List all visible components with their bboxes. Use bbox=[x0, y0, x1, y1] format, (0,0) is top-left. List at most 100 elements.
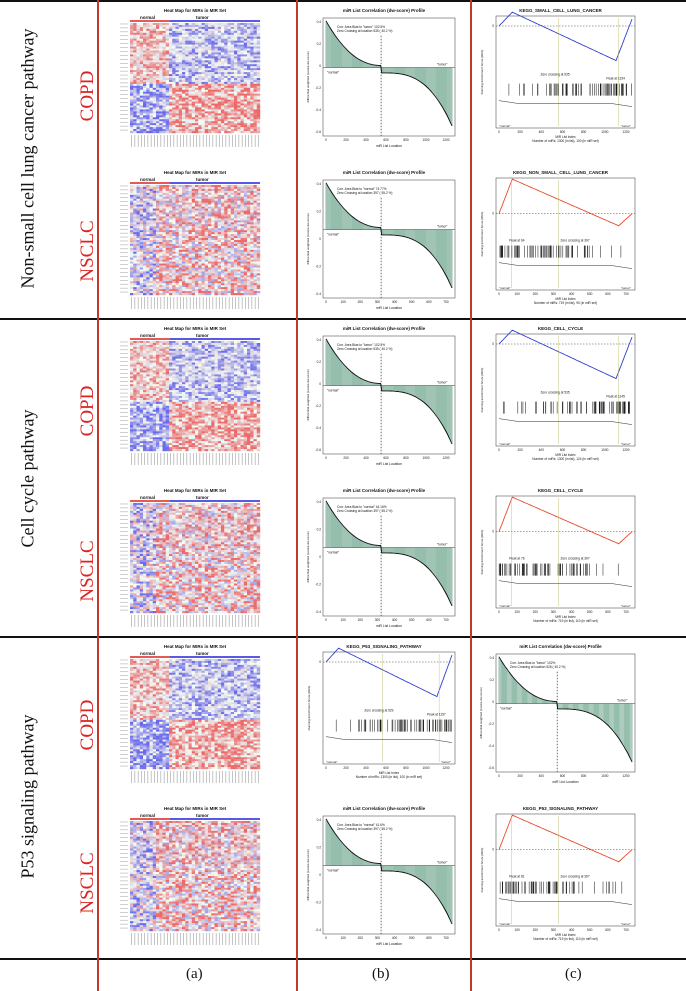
heatmap-cell bbox=[218, 31, 221, 33]
heatmap-cell bbox=[202, 125, 205, 127]
heatmap-cell bbox=[163, 70, 166, 72]
heatmap-cell bbox=[133, 98, 136, 100]
heatmap-cell bbox=[250, 271, 253, 273]
heatmap-cell bbox=[182, 240, 185, 242]
heatmap-cell bbox=[150, 275, 153, 277]
heatmap-cell bbox=[231, 213, 234, 215]
heatmap-cell bbox=[153, 70, 156, 72]
heatmap-cell bbox=[150, 230, 153, 232]
heatmap-cell bbox=[130, 80, 133, 82]
heatmap-cell bbox=[228, 41, 231, 43]
heatmap-cell bbox=[247, 266, 250, 268]
heatmap-cell bbox=[137, 214, 140, 216]
heatmap-cell bbox=[221, 113, 224, 115]
heatmap-cell bbox=[140, 193, 143, 195]
heatmap-cell bbox=[150, 232, 153, 234]
heatmap-cell bbox=[156, 279, 159, 281]
heatmap-cell bbox=[218, 58, 221, 60]
heatmap-cell bbox=[241, 102, 244, 104]
heatmap-cell bbox=[234, 232, 237, 234]
heatmap-cell bbox=[140, 240, 143, 242]
heatmap-cell bbox=[176, 248, 179, 250]
heatmap-cell bbox=[146, 76, 149, 78]
heatmap-cell bbox=[150, 279, 153, 281]
heatmap-cell bbox=[224, 228, 227, 230]
heatmap-cell bbox=[231, 45, 234, 47]
heatmap-cell bbox=[133, 248, 136, 250]
heatmap-cell bbox=[250, 293, 253, 295]
heatmap-cell bbox=[192, 76, 195, 78]
heatmap-cell bbox=[130, 58, 133, 60]
heatmap-cell bbox=[237, 256, 240, 258]
heatmap-cell bbox=[172, 23, 175, 25]
heatmap-cell bbox=[231, 66, 234, 68]
heatmap-cell bbox=[202, 104, 205, 106]
heatmap-cell bbox=[237, 285, 240, 287]
heatmap-cell bbox=[211, 254, 214, 256]
heatmap-cell bbox=[202, 111, 205, 113]
heatmap-cell bbox=[179, 275, 182, 277]
heatmap-cell bbox=[140, 287, 143, 289]
heatmap-cell bbox=[166, 201, 169, 203]
heatmap-cell bbox=[211, 201, 214, 203]
heatmap-cell bbox=[192, 207, 195, 209]
heatmap-cell bbox=[250, 242, 253, 244]
heatmap-cell bbox=[185, 78, 188, 80]
heatmap-cell bbox=[211, 68, 214, 70]
heatmap-cell bbox=[231, 201, 234, 203]
heatmap-cell bbox=[195, 275, 198, 277]
heatmap-cell bbox=[241, 250, 244, 252]
heatmap-cell bbox=[166, 78, 169, 80]
heatmap-cell bbox=[224, 211, 227, 213]
heatmap-cell bbox=[247, 107, 250, 109]
heatmap-cell bbox=[241, 123, 244, 125]
heatmap-cell bbox=[185, 106, 188, 108]
heatmap-cell bbox=[150, 209, 153, 211]
heatmap-cell bbox=[215, 264, 218, 266]
corr-normal-label: "normal" bbox=[327, 71, 339, 75]
heatmap-cell bbox=[211, 74, 214, 76]
heatmap-cell bbox=[176, 201, 179, 203]
heatmap-cell bbox=[257, 220, 260, 222]
heatmap-cell bbox=[228, 209, 231, 211]
heatmap-cell bbox=[254, 23, 257, 25]
heatmap-cell bbox=[163, 277, 166, 279]
heatmap-cell bbox=[176, 37, 179, 39]
heatmap-cell bbox=[150, 115, 153, 117]
heatmap-cell bbox=[205, 185, 208, 187]
heatmap-cell bbox=[185, 242, 188, 244]
heatmap-cell bbox=[198, 258, 201, 260]
heatmap-cell bbox=[137, 189, 140, 191]
heatmap-cell bbox=[189, 33, 192, 35]
heatmap-cell bbox=[179, 205, 182, 207]
heatmap-cell bbox=[224, 56, 227, 58]
heatmap-cell bbox=[153, 102, 156, 104]
heatmap-cell bbox=[143, 80, 146, 82]
heatmap-cell bbox=[133, 100, 136, 102]
heatmap-cell bbox=[153, 269, 156, 271]
heatmap-cell bbox=[202, 82, 205, 84]
heatmap-cell bbox=[237, 123, 240, 125]
heatmap-cell bbox=[205, 62, 208, 64]
heatmap-cell bbox=[163, 43, 166, 45]
heatmap-cell bbox=[146, 285, 149, 287]
heatmap-cell bbox=[192, 74, 195, 76]
heatmap-cell bbox=[231, 242, 234, 244]
heatmap-cell bbox=[254, 262, 257, 264]
heatmap-cell bbox=[198, 195, 201, 197]
heatmap-cell bbox=[237, 25, 240, 27]
heatmap-cell bbox=[137, 29, 140, 31]
heatmap-cell bbox=[257, 240, 260, 242]
heatmap-cell bbox=[156, 271, 159, 273]
heatmap-cell bbox=[179, 226, 182, 228]
heatmap-cell bbox=[237, 62, 240, 64]
heatmap-cell bbox=[156, 211, 159, 213]
heatmap-cell bbox=[146, 86, 149, 88]
corr-annotation-zero: Zero Crossing at location 397 ( 55.2 %) bbox=[337, 191, 392, 195]
heatmap-cell bbox=[247, 100, 250, 102]
heatmap-cell bbox=[169, 287, 172, 289]
heatmap-cell bbox=[257, 279, 260, 281]
heatmap-cell bbox=[137, 203, 140, 205]
heatmap-cell bbox=[153, 289, 156, 291]
heatmap-cell bbox=[143, 47, 146, 49]
